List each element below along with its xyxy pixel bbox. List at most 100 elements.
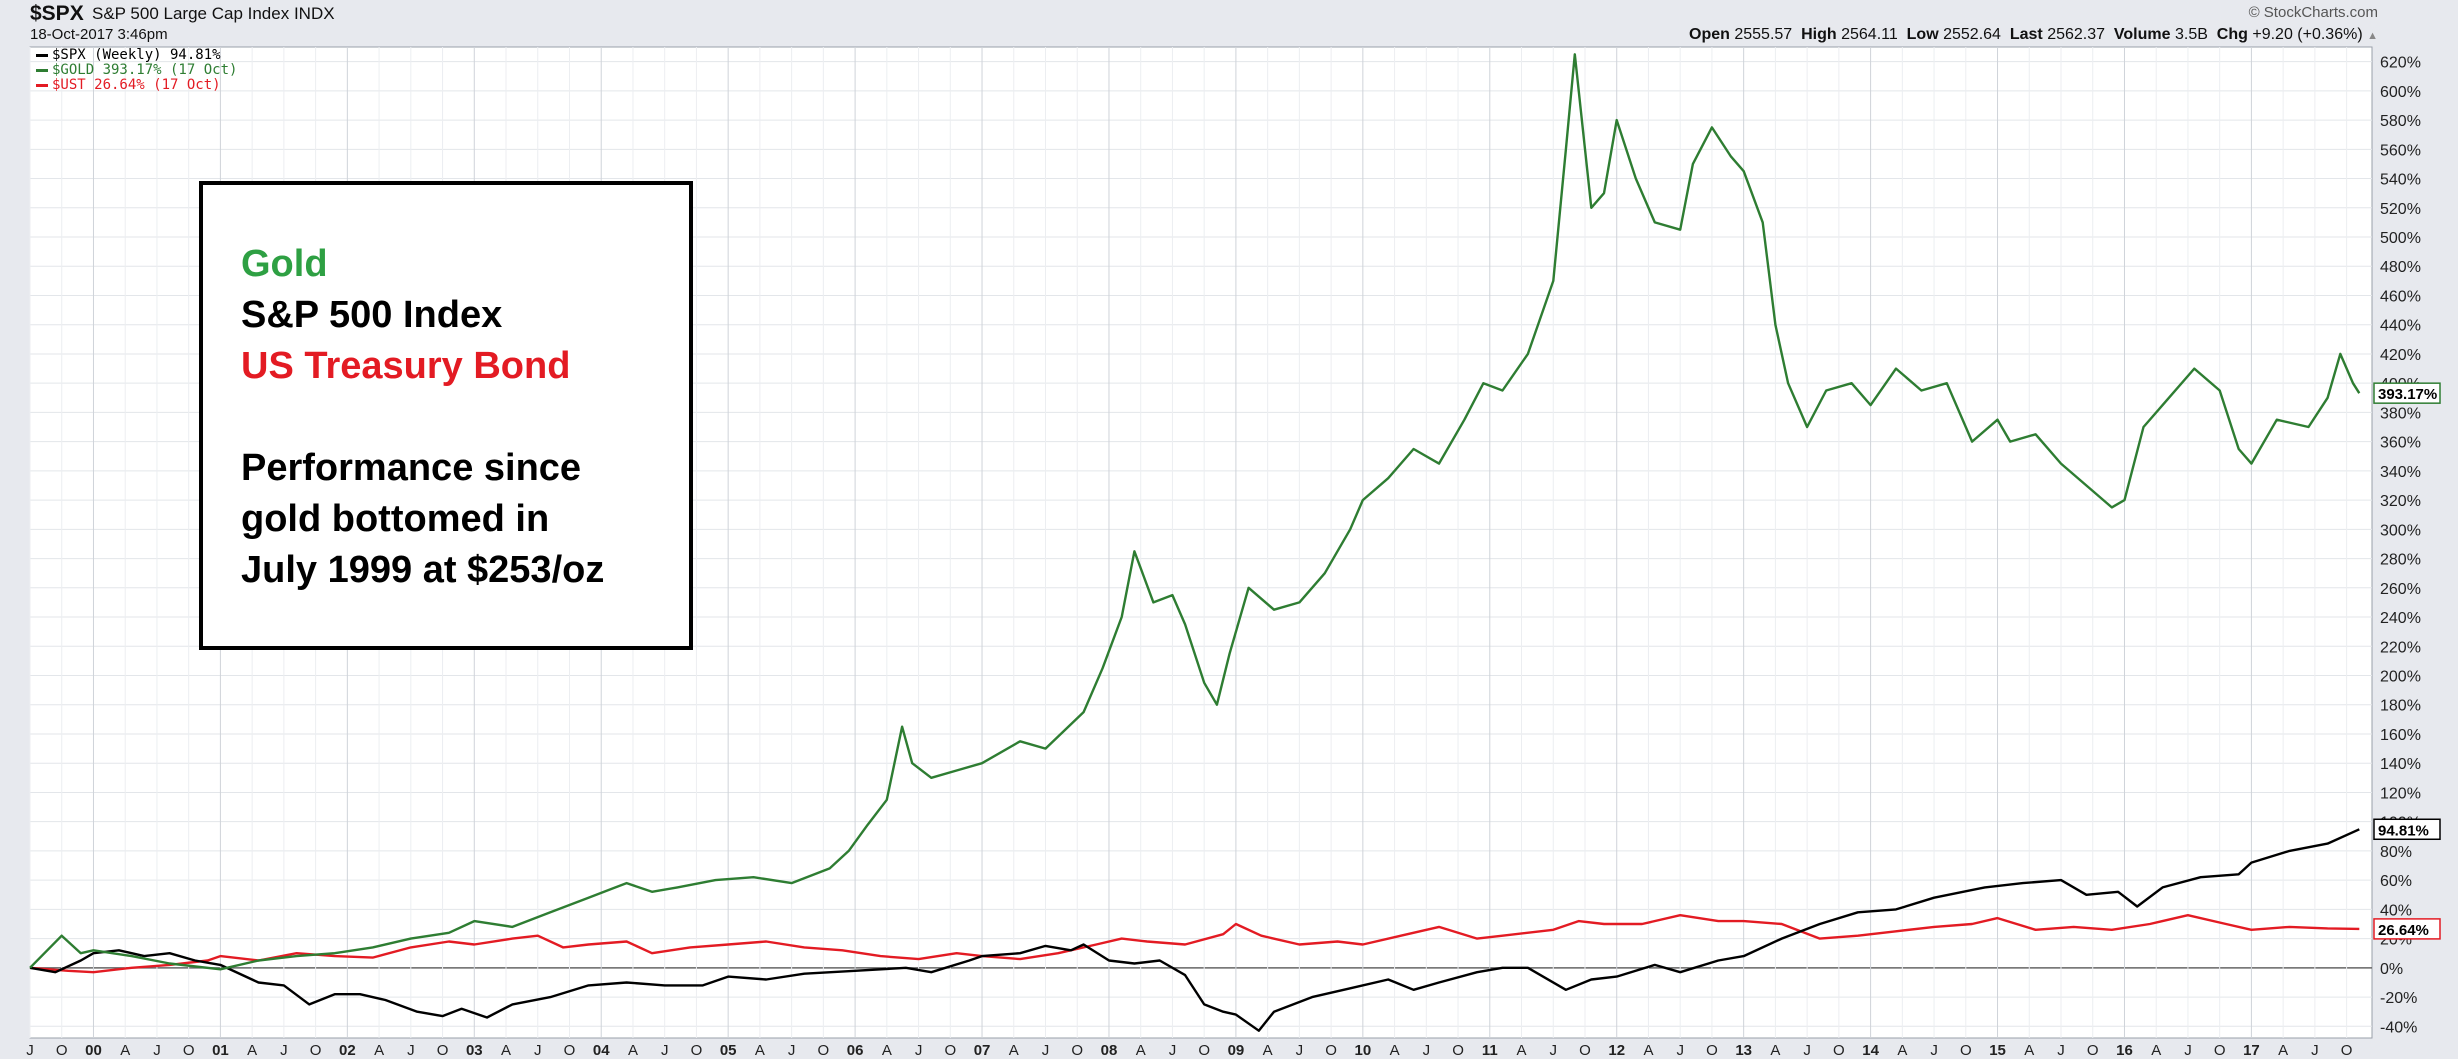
x-tick-label: O <box>2341 1042 2353 1059</box>
x-tick-label: J <box>2311 1042 2319 1059</box>
y-tick-label: 440% <box>2380 318 2421 335</box>
exchange: INDX <box>293 4 335 23</box>
x-tick-label: O <box>1071 1042 1083 1059</box>
x-tick-label: O <box>1325 1042 1337 1059</box>
x-tick-label: O <box>1960 1042 1972 1059</box>
x-tick-label: J <box>2184 1042 2192 1059</box>
x-tick-label: O <box>1833 1042 1845 1059</box>
quote-bar: Open 2555.57 High 2564.11 Low 2552.64 La… <box>1689 26 2378 44</box>
legend-item-spx: $SPX (Weekly) 94.81% <box>36 48 237 63</box>
x-tick-label: 13 <box>1735 1042 1752 1059</box>
annotation-spx: S&P 500 Index <box>241 294 503 336</box>
y-tick-label: 620% <box>2380 55 2421 72</box>
x-tick-label: J <box>1296 1042 1304 1059</box>
x-tick-label: J <box>915 1042 923 1059</box>
last-value-tag-gold <box>2373 382 2441 404</box>
x-tick-label: 16 <box>2116 1042 2133 1059</box>
x-tick-label: O <box>1198 1042 1210 1059</box>
y-tick-label: 600% <box>2380 84 2421 101</box>
quote-open-label: Open <box>1689 26 1730 43</box>
quote-high-value: 2564.11 <box>1841 26 1898 43</box>
x-tick-label: J <box>153 1042 161 1059</box>
x-tick-label: J <box>1042 1042 1050 1059</box>
x-tick-label: 05 <box>720 1042 737 1059</box>
x-tick-label: O <box>1706 1042 1718 1059</box>
x-tick-label: 10 <box>1355 1042 1372 1059</box>
y-tick-label: 300% <box>2380 522 2421 539</box>
x-tick-label: 12 <box>1608 1042 1625 1059</box>
legend-label-ust: $UST 26.64% (17 Oct) <box>52 77 221 93</box>
x-tick-label: 06 <box>847 1042 864 1059</box>
last-value-tag-spx <box>2373 818 2441 841</box>
y-tick-label: 180% <box>2380 698 2421 715</box>
x-tick-label: A <box>1643 1042 1653 1059</box>
quote-low-label: Low <box>1906 26 1939 43</box>
x-tick-label: O <box>564 1042 576 1059</box>
y-tick-label: 220% <box>2380 639 2421 656</box>
x-tick-label: J <box>1169 1042 1177 1059</box>
x-tick-label: 03 <box>466 1042 483 1059</box>
y-tick-label: 540% <box>2380 172 2421 189</box>
x-tick-label: O <box>2087 1042 2099 1059</box>
legend-item-ust: $UST 26.64% (17 Oct) <box>36 78 237 93</box>
legend-swatch-spx <box>36 54 48 57</box>
x-tick-label: A <box>1009 1042 1019 1059</box>
y-tick-label: 160% <box>2380 727 2421 744</box>
y-tick-label: 200% <box>2380 669 2421 686</box>
y-tick-label: 80% <box>2380 844 2412 861</box>
y-tick-label: 340% <box>2380 464 2421 481</box>
y-tick-label: 60% <box>2380 873 2412 890</box>
y-tick-label: 260% <box>2380 581 2421 598</box>
x-tick-label: 02 <box>339 1042 356 1059</box>
x-tick-label: O <box>2214 1042 2226 1059</box>
y-tick-label: 560% <box>2380 142 2421 159</box>
x-tick-label: 14 <box>1862 1042 1879 1059</box>
quote-chg-label: Chg <box>2216 26 2248 43</box>
y-tick-label: 520% <box>2380 201 2421 218</box>
y-tick-label: 420% <box>2380 347 2421 364</box>
x-tick-label: A <box>2024 1042 2034 1059</box>
x-tick-label: J <box>534 1042 542 1059</box>
quote-high-label: High <box>1801 26 1837 43</box>
x-tick-label: J <box>661 1042 669 1059</box>
x-tick-label: 09 <box>1228 1042 1245 1059</box>
y-tick-label: 360% <box>2380 435 2421 452</box>
x-tick-label: O <box>1579 1042 1591 1059</box>
x-tick-label: A <box>247 1042 257 1059</box>
x-tick-label: A <box>1390 1042 1400 1059</box>
y-tick-label: -40% <box>2380 1019 2417 1036</box>
x-tick-label: J <box>26 1042 34 1059</box>
series-line-gold <box>29 53 2361 971</box>
annotation-performance-line2: gold bottomed in <box>241 498 550 540</box>
series-line-ust <box>29 914 2360 974</box>
legend-swatch-gold <box>36 69 48 72</box>
x-tick-label: A <box>1263 1042 1273 1059</box>
x-tick-label: 01 <box>212 1042 229 1059</box>
y-tick-label: 120% <box>2380 785 2421 802</box>
copyright: © StockCharts.com <box>2248 4 2378 21</box>
annotation-box: Gold S&P 500 Index US Treasury Bond Perf… <box>199 181 693 650</box>
x-tick-label: 15 <box>1989 1042 2006 1059</box>
quote-volume-value: 3.5B <box>2174 26 2208 43</box>
last-value-label-ust: 26.64% <box>2378 922 2429 939</box>
annotation-performance-line1: Performance since <box>241 447 582 489</box>
x-tick-label: 17 <box>2243 1042 2260 1059</box>
last-value-label-gold: 393.17% <box>2378 386 2437 403</box>
x-tick-label: J <box>1676 1042 1684 1059</box>
x-tick-label: A <box>120 1042 130 1059</box>
chg-up-arrow-icon: ▲ <box>2367 30 2378 42</box>
x-tick-label: O <box>437 1042 449 1059</box>
quote-volume-label: Volume <box>2113 26 2171 43</box>
x-tick-label: A <box>374 1042 384 1059</box>
x-tick-label: 08 <box>1101 1042 1118 1059</box>
quote-chg-value: +9.20 (+0.36%) <box>2252 26 2363 43</box>
datetime: 18-Oct-2017 3:46pm <box>30 26 168 43</box>
x-tick-label: J <box>1803 1042 1811 1059</box>
x-tick-label: A <box>1517 1042 1527 1059</box>
symbol: $SPX <box>30 2 84 25</box>
series-line-spx <box>29 828 2360 1032</box>
last-value-tag-ust <box>2373 918 2441 940</box>
legend-label-spx: $SPX (Weekly) 94.81% <box>52 47 221 63</box>
x-tick-label: J <box>788 1042 796 1059</box>
annotation-performance-line3: July 1999 at $253/oz <box>241 549 605 591</box>
